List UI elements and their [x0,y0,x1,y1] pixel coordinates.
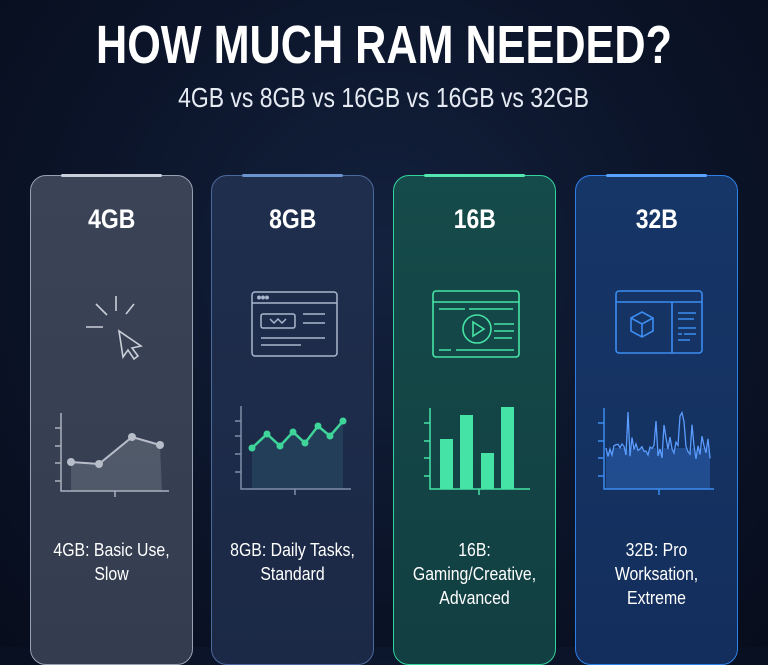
page-subtitle: 4GB vs 8GB vs 16GB vs 16GB vs 32GB [0,82,768,114]
desc-line: 32B: Pro Worksation, [614,540,699,584]
title-text: HOW MUCH RAM NEEDED? [96,15,672,75]
card-4gb: 4GB 4GB: Basic Use, Slow [30,174,193,665]
waveform-chart-icon [598,408,714,495]
card-title: 4GB [31,204,192,235]
card-highlight [606,174,707,177]
desc-line: Standard [260,564,325,584]
card-description: 4GB: Basic Use, Slow [41,538,183,586]
line-chart-icon [55,413,169,497]
card-8gb: 8GB 8GB: Daily Tasks, Standard [211,174,374,665]
desc-line: 16B: Gaming/Creative, [412,540,537,584]
subtitle-text: 4GB vs 8GB vs 16GB vs 16GB vs 32GB [178,82,590,113]
browser-window-icon [251,291,338,357]
desc-line: 4GB: Basic Use, [53,540,170,560]
card-title: 16B [394,204,555,235]
card-title-text: 16B [453,204,496,234]
video-player-window-icon [432,290,520,358]
card-title: 8GB [212,204,373,235]
card-highlight [242,174,343,177]
card-16gb: 16B 16B: Gaming/Creative, Advanced [393,174,556,665]
desc-line: 8GB: Daily Tasks, [230,540,355,560]
desc-line: Extreme [627,588,686,608]
card-title-text: 32B [635,204,678,234]
page-title: HOW MUCH RAM NEEDED? [0,14,768,76]
card-32gb: 32B 32B: Pro Worksation, Extreme [575,174,738,665]
card-title: 32B [576,204,737,235]
card-highlight [61,174,162,177]
card-description: 8GB: Daily Tasks, Standard [222,538,364,586]
card-title-text: 8GB [268,204,317,234]
card-title-text: 4GB [87,204,136,234]
line-chart-icon [235,406,351,495]
3d-cube-window-icon [615,290,703,354]
cursor-click-icon [86,296,143,361]
desc-line: Slow [94,564,129,584]
card-highlight [424,174,525,177]
desc-line: Advanced [439,588,510,608]
card-description: 16B: Gaming/Creative, Advanced [404,538,546,610]
bar-chart-icon [424,407,530,495]
card-description: 32B: Pro Worksation, Extreme [586,538,728,610]
